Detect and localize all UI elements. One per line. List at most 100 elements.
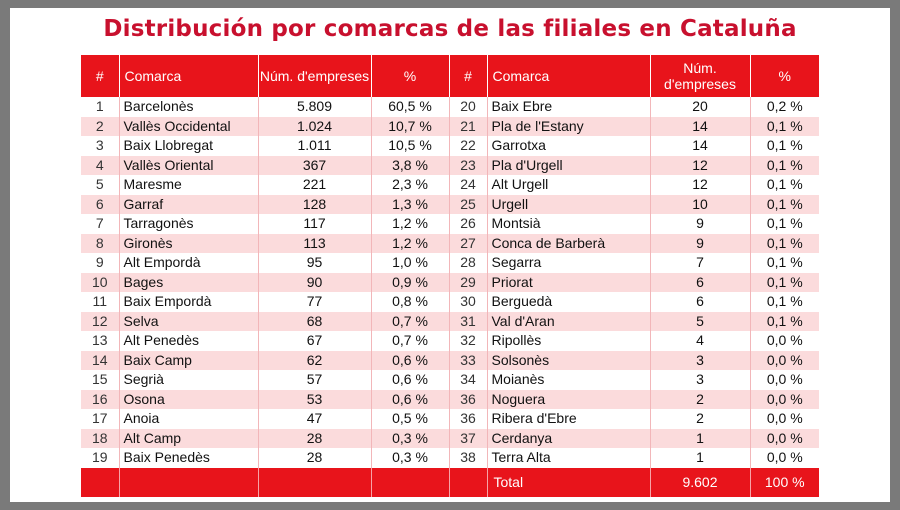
empresas-value: 2 [650, 409, 751, 429]
empresas-value: 14 [650, 136, 751, 156]
row-number: 31 [449, 311, 488, 331]
pct-value: 10,7 % [371, 116, 450, 136]
empresas-value: 7 [650, 253, 751, 273]
pct-value: 10,5 % [371, 136, 450, 156]
row-number: 5 [81, 175, 120, 195]
table-row: 10 Bages 90 0,9 % 29 Priorat 6 0,1 % [81, 272, 819, 292]
empresas-value: 10 [650, 194, 751, 214]
row-number: 18 [81, 428, 120, 448]
comarca-name: Ribera d'Ebre [487, 409, 651, 429]
comarca-name: Gironès [119, 233, 259, 253]
comarca-name: Solsonès [487, 350, 651, 370]
comarca-name: Cerdanya [487, 428, 651, 448]
total-value: 9.602 [650, 467, 751, 497]
empresas-value: 6 [650, 272, 751, 292]
comarca-name: Baix Llobregat [119, 136, 259, 156]
empresas-value: 3 [650, 350, 751, 370]
total-row: Total 9.602 100 % [81, 467, 819, 497]
pct-value: 0,6 % [371, 389, 450, 409]
pct-value: 0,1 % [750, 233, 819, 253]
pct-value: 0,3 % [371, 428, 450, 448]
row-number: 15 [81, 370, 120, 390]
pct-value: 3,8 % [371, 155, 450, 175]
comarca-name: Segarra [487, 253, 651, 273]
total-empty-cell [371, 467, 450, 497]
pct-value: 0,1 % [750, 175, 819, 195]
empresas-value: 90 [258, 272, 372, 292]
comarca-name: Garraf [119, 194, 259, 214]
empresas-value: 95 [258, 253, 372, 273]
comarca-name: Vallès Occidental [119, 116, 259, 136]
empresas-value: 6 [650, 292, 751, 312]
row-number: 7 [81, 214, 120, 234]
comarca-name: Anoia [119, 409, 259, 429]
pct-value: 0,1 % [750, 214, 819, 234]
empresas-value: 9 [650, 214, 751, 234]
empresas-value: 57 [258, 370, 372, 390]
row-number: 24 [449, 175, 488, 195]
comarca-name: Priorat [487, 272, 651, 292]
empresas-value: 12 [650, 175, 751, 195]
total-empty-cell [119, 467, 259, 497]
comarca-name: Berguedà [487, 292, 651, 312]
empresas-value: 14 [650, 116, 751, 136]
table-row: 6 Garraf 128 1,3 % 25 Urgell 10 0,1 % [81, 194, 819, 214]
pct-value: 0,3 % [371, 448, 450, 468]
comarca-name: Vallès Oriental [119, 155, 259, 175]
pct-value: 0,2 % [750, 97, 819, 117]
pct-value: 2,3 % [371, 175, 450, 195]
comarca-name: Pla de l'Estany [487, 116, 651, 136]
empresas-value: 28 [258, 428, 372, 448]
pct-value: 0,1 % [750, 272, 819, 292]
pct-value: 0,5 % [371, 409, 450, 429]
comarca-name: Baix Empordà [119, 292, 259, 312]
empresas-value: 4 [650, 331, 751, 351]
table-row: 19 Baix Penedès 28 0,3 % 38 Terra Alta 1 0,0 % [81, 448, 819, 468]
total-empty-cell [81, 467, 120, 497]
row-number: 23 [449, 155, 488, 175]
header-num: # [449, 55, 488, 97]
table-row: 17 Anoia 47 0,5 % 36 Ribera d'Ebre 2 0,0 % [81, 409, 819, 429]
row-number: 25 [449, 194, 488, 214]
empresas-value: 2 [650, 389, 751, 409]
table-row: 7 Tarragonès 117 1,2 % 26 Montsià 9 0,1 % [81, 214, 819, 234]
row-number: 37 [449, 428, 488, 448]
table-body: 1 Barcelonès 5.809 60,5 % 20 Baix Ebre 20 0,2 %… [81, 97, 819, 468]
empresas-value: 5.809 [258, 97, 372, 117]
row-number: 30 [449, 292, 488, 312]
table-row: 13 Alt Penedès 67 0,7 % 32 Ripollès 4 0,0 % [81, 331, 819, 351]
comarca-name: Bages [119, 272, 259, 292]
comarca-name: Garrotxa [487, 136, 651, 156]
comarca-name: Baix Penedès [119, 448, 259, 468]
empresas-value: 113 [258, 233, 372, 253]
table-row: 2 Vallès Occidental 1.024 10,7 % 21 Pla de l'… [81, 116, 819, 136]
row-number: 27 [449, 233, 488, 253]
pct-value: 0,0 % [750, 331, 819, 351]
table-row: 12 Selva 68 0,7 % 31 Val d'Aran 5 0,1 % [81, 311, 819, 331]
header-comarca: Comarca [119, 55, 259, 97]
table-row: 9 Alt Empordà 95 1,0 % 28 Segarra 7 0,1 % [81, 253, 819, 273]
pct-value: 0,1 % [750, 116, 819, 136]
table-row: 15 Segrià 57 0,6 % 34 Moianès 3 0,0 % [81, 370, 819, 390]
header-comarca: Comarca [487, 55, 651, 97]
pct-value: 0,9 % [371, 272, 450, 292]
table-row: 5 Maresme 221 2,3 % 24 Alt Urgell 12 0,1 % [81, 175, 819, 195]
empresas-value: 28 [258, 448, 372, 468]
row-number: 36 [449, 409, 488, 429]
header-empresas: Núm. d'empreses [650, 55, 751, 97]
pct-value: 0,7 % [371, 311, 450, 331]
pct-value: 1,2 % [371, 233, 450, 253]
pct-value: 0,1 % [750, 136, 819, 156]
empresas-value: 1.011 [258, 136, 372, 156]
empresas-value: 5 [650, 311, 751, 331]
table-row: 11 Baix Empordà 77 0,8 % 30 Berguedà 6 0,1 % [81, 292, 819, 312]
pct-value: 0,1 % [750, 311, 819, 331]
comarca-name: Baix Camp [119, 350, 259, 370]
row-number: 17 [81, 409, 120, 429]
empresas-value: 77 [258, 292, 372, 312]
row-number: 1 [81, 97, 120, 117]
comarca-name: Tarragonès [119, 214, 259, 234]
row-number: 20 [449, 97, 488, 117]
total-empty-cell [258, 467, 372, 497]
empresas-value: 1.024 [258, 116, 372, 136]
